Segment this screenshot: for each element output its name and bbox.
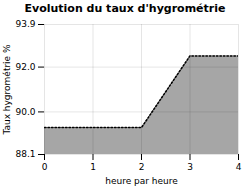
svg-text:heure par heure: heure par heure [105, 176, 178, 186]
svg-text:Taux hygrométrie %: Taux hygrométrie % [2, 44, 12, 136]
svg-text:3: 3 [187, 162, 193, 172]
svg-text:93.9: 93.9 [15, 19, 35, 29]
svg-text:88.1: 88.1 [15, 149, 35, 159]
svg-text:2: 2 [139, 162, 145, 172]
svg-text:4: 4 [236, 162, 242, 172]
svg-text:92.0: 92.0 [15, 62, 35, 72]
svg-text:0: 0 [42, 162, 48, 172]
svg-text:1: 1 [90, 162, 96, 172]
html-text:Evolution du taux d'hygrométri: Evolution du taux d'hygrométrie [24, 2, 226, 15]
svg-text:90.0: 90.0 [15, 107, 35, 117]
